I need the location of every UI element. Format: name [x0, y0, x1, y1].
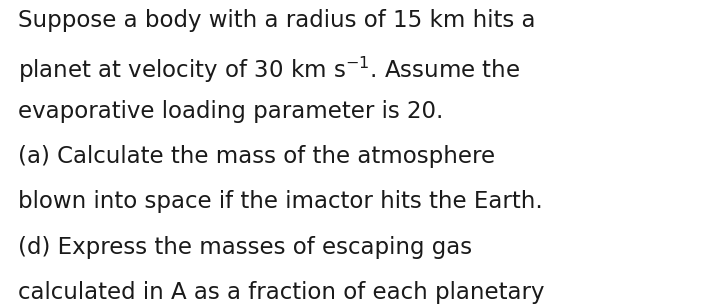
Text: planet at velocity of 30 km s$^{-1}$. Assume the: planet at velocity of 30 km s$^{-1}$. As… — [18, 54, 520, 85]
Text: calculated in A as a fraction of each planetary: calculated in A as a fraction of each pl… — [18, 281, 544, 304]
Text: (a) Calculate the mass of the atmosphere: (a) Calculate the mass of the atmosphere — [18, 145, 495, 168]
Text: (d) Express the masses of escaping gas: (d) Express the masses of escaping gas — [18, 236, 472, 259]
Text: Suppose a body with a radius of 15 km hits a: Suppose a body with a radius of 15 km hi… — [18, 9, 536, 32]
Text: blown into space if the imactor hits the Earth.: blown into space if the imactor hits the… — [18, 190, 543, 213]
Text: evaporative loading parameter is 20.: evaporative loading parameter is 20. — [18, 100, 444, 123]
